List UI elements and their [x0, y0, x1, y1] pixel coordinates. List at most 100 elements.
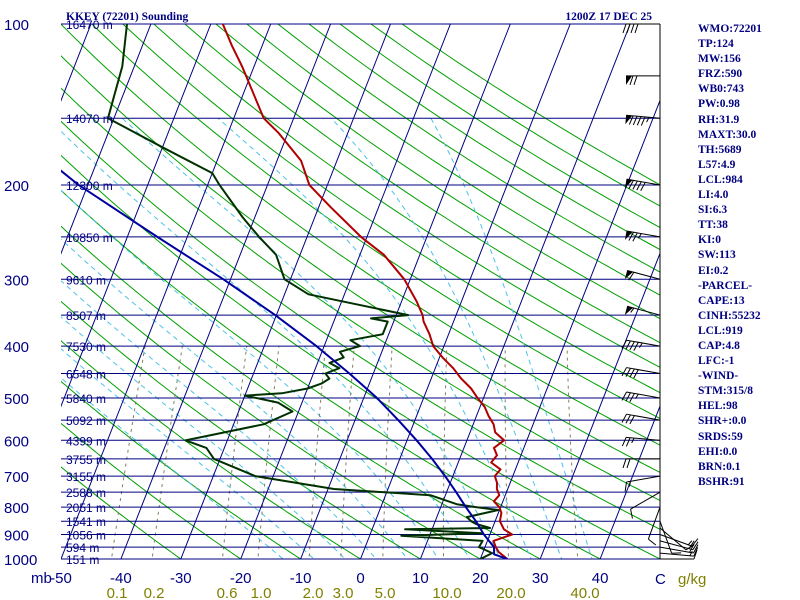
height-label: 5840 m: [66, 392, 106, 406]
wind-barb: [621, 339, 661, 351]
stat-line: SW:113: [698, 249, 736, 262]
dry-adiabat-line: [61, 262, 482, 559]
isobars: [61, 23, 660, 560]
height-label: 12300 m: [66, 179, 113, 193]
mixing-ratio-label: 10.0: [432, 585, 461, 600]
height-label: 10850 m: [66, 231, 113, 245]
height-label: 7530 m: [66, 340, 106, 354]
stat-line: WB0:743: [698, 83, 744, 96]
stability-indices-panel: WMO:72201 TP:124 MW:156 FRZ:590 WB0:743 PW:0.…: [698, 22, 798, 490]
stat-line: HEL:98: [698, 400, 738, 413]
stat-line: WMO:72201: [698, 23, 762, 35]
dry-adiabat-line: [277, 24, 660, 273]
parcel-profile-line: [61, 169, 508, 559]
mixing-ratio-line: [504, 346, 510, 559]
pressure-label: 800: [4, 500, 29, 517]
pressure-label: 400: [4, 339, 29, 356]
pressure-label: 300: [4, 272, 29, 289]
isotherm-line: [180, 24, 391, 559]
height-label: 4399 m: [66, 434, 106, 448]
mixing-ratio-line: [151, 346, 183, 559]
wind-barbs: [621, 23, 699, 560]
pressure-label: 1000: [4, 552, 37, 569]
moist-adiabat-line: [330, 117, 563, 559]
wind-barb: [624, 230, 661, 242]
height-label: 2051 m: [66, 501, 106, 515]
isotherm-line: [479, 99, 660, 559]
isotherm-line: [419, 24, 631, 559]
dry-adiabat-line: [61, 380, 302, 559]
wind-barb: [626, 75, 660, 86]
isotherm-line: [539, 251, 660, 559]
stat-line: KI:0: [698, 234, 721, 247]
mixing-ratio-label: 3.0: [333, 585, 354, 600]
wind-barb: [625, 114, 661, 126]
dry-adiabat-line: [153, 24, 660, 368]
pressure-height-labels: 100 16470 m 14070 m 200 12300 m 10850 m 300 961…: [4, 17, 113, 569]
dry-adiabat-line: [61, 466, 182, 559]
temperature-tick-label: 20: [472, 570, 489, 587]
moist-adiabat-line: [217, 117, 532, 559]
height-label: 1056 m: [66, 529, 106, 543]
mixing-ratio-label: 1.0: [251, 585, 272, 600]
wind-barb: [630, 491, 661, 519]
mixing-ratio-label: 0.2: [144, 585, 165, 600]
stat-line: EHI:0.0: [698, 445, 738, 458]
mixing-ratio-line: [110, 346, 146, 559]
temperature-tick-label: -10: [290, 570, 312, 587]
isotherm-line: [240, 24, 451, 559]
isotherm-line: [360, 24, 571, 559]
dry-adiabat-line: [308, 24, 660, 251]
sounding-series: [61, 24, 514, 559]
stat-line: L57:4.9: [698, 158, 736, 171]
dry-adiabat-line: [61, 154, 660, 559]
pressure-label: 500: [4, 391, 29, 408]
stat-line: SHR+:0.0: [698, 415, 747, 428]
dry-adiabat-line: [61, 24, 660, 446]
moist-adiabat-line: [61, 348, 315, 559]
wind-barb: [659, 527, 695, 551]
stat-line: LCL:984: [698, 173, 743, 186]
wind-barb: [659, 547, 699, 557]
stat-line: TT:38: [698, 219, 728, 232]
stat-line: PW:0.98: [698, 98, 740, 111]
wind-barb: [624, 178, 661, 192]
mixing-ratio-label: 0.1: [107, 585, 128, 600]
stat-line: STM:315/8: [698, 385, 753, 398]
pressure-label: 700: [4, 469, 29, 486]
temperature-unit: C: [655, 571, 666, 588]
mixing-ratio-unit: g/kg: [678, 571, 706, 588]
stat-line: SI:6.3: [698, 204, 728, 217]
wind-barb: [622, 458, 660, 469]
dry-adiabat-line: [61, 422, 242, 559]
dry-adiabat-line: [61, 300, 422, 559]
mixing-ratio-line: [221, 346, 248, 559]
stat-line: FRZ:590: [698, 68, 743, 81]
dry-adiabat-line: [215, 24, 660, 320]
isotherm-line: [61, 24, 212, 408]
mixing-ratio-line: [566, 346, 579, 559]
stat-line: -PARCEL-: [698, 279, 753, 292]
dry-adiabat-line: [246, 24, 660, 296]
stat-line: TH:5689: [698, 143, 742, 156]
height-label: 594 m: [66, 541, 99, 555]
stat-line: BRN:0.1: [698, 460, 741, 473]
temperature-tick-label: 30: [532, 570, 549, 587]
mb-label: mb: [31, 570, 52, 587]
mixing-ratio-line: [442, 346, 448, 559]
mixing-ratio-line: [340, 346, 355, 559]
wind-barb: [622, 23, 660, 34]
isotherms: [61, 24, 660, 559]
mixing-ratio-labels: 0.1 0.2 0.6 1.0 2.0 3.0 5.0 10.0 20.0 40.0: [107, 585, 600, 600]
stat-line: SRDS:59: [698, 430, 743, 443]
wind-barb: [660, 549, 698, 560]
mixing-ratio-label: 20.0: [496, 585, 525, 600]
dry-adiabat-line: [184, 24, 660, 344]
chart-date: 1200Z 17 DEC 25: [565, 11, 652, 23]
wind-barb: [624, 269, 661, 281]
wind-barb: [624, 475, 661, 492]
stat-line: LFC:-1: [698, 355, 735, 368]
dry-adiabat-line: [61, 120, 660, 530]
mixing-ratio-lines: [110, 346, 579, 559]
